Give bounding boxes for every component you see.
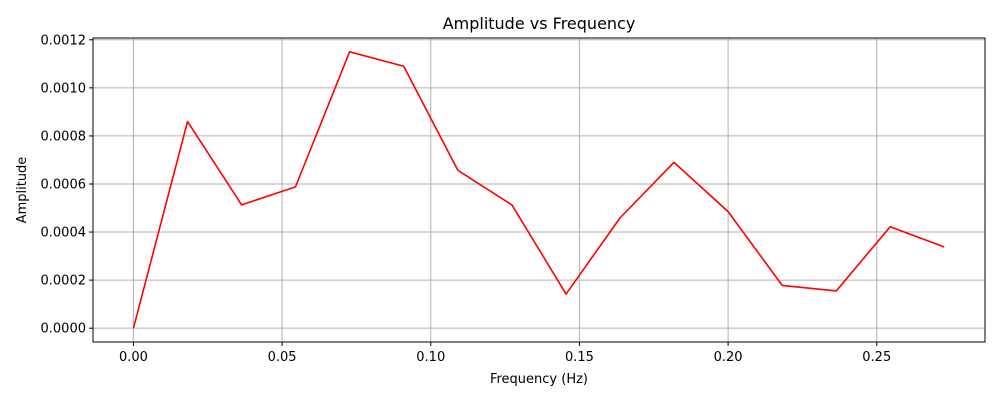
x-tick-label: 0.25 [862, 350, 891, 365]
x-tick-label: 0.10 [416, 350, 445, 365]
x-tick-label: 0.20 [714, 350, 743, 365]
x-tick-label: 0.00 [119, 350, 148, 365]
y-tick-label: 0.0002 [41, 274, 87, 289]
axis-ticks: 0.00 0.05 0.10 0.15 0.20 0.25 0.0000 0.0002 0.00… [41, 33, 892, 365]
y-tick-label: 0.0010 [41, 81, 87, 96]
y-tick-label: 0.0008 [41, 129, 87, 144]
y-tick-label: 0.0004 [41, 226, 87, 241]
grid-lines [93, 38, 985, 342]
x-tick-label: 0.15 [565, 350, 594, 365]
series-layer [132, 51, 945, 329]
y-axis-label: Amplitude [15, 157, 30, 224]
x-axis-label: Frequency (Hz) [490, 372, 588, 387]
x-tick-label: 0.05 [268, 350, 297, 365]
series-line [132, 51, 945, 329]
chart-title: Amplitude vs Frequency [443, 14, 636, 33]
y-tick-label: 0.0012 [41, 33, 87, 48]
plot-frame [92, 37, 986, 343]
y-tick-label: 0.0006 [41, 177, 87, 192]
y-tick-label: 0.0000 [41, 322, 87, 337]
